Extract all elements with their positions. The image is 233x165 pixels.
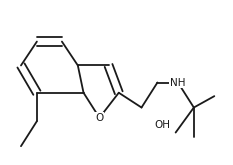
Text: O: O: [95, 113, 103, 123]
Text: NH: NH: [170, 78, 186, 87]
Text: OH: OH: [154, 120, 170, 130]
